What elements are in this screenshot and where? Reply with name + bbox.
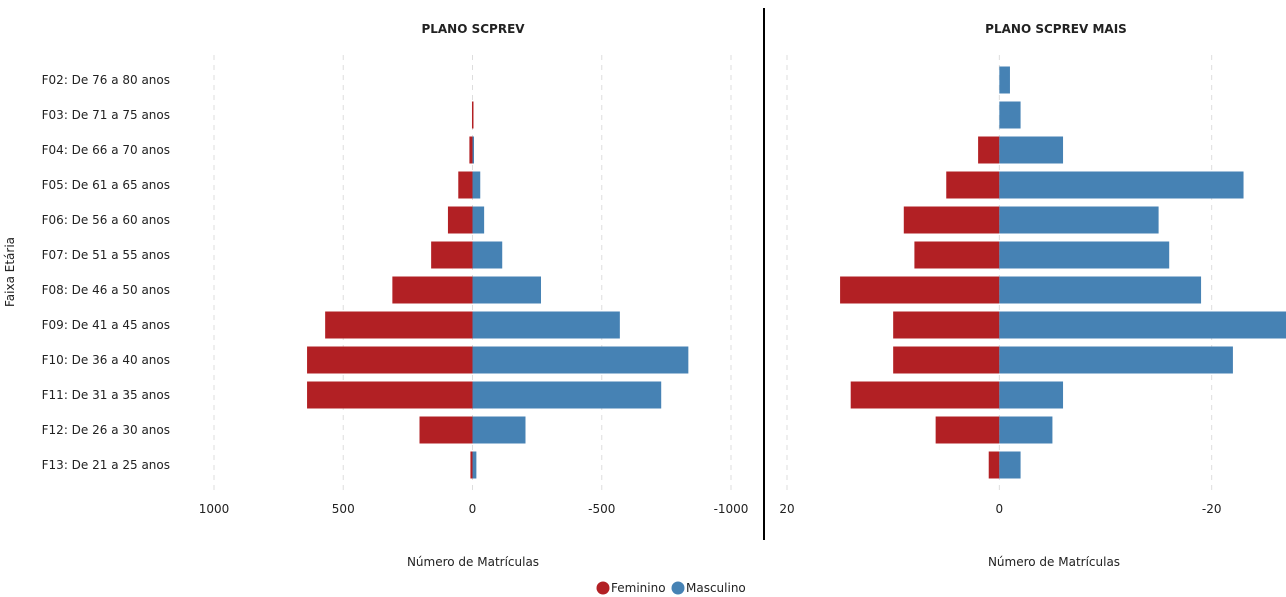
category-label: F07: De 51 a 55 anos — [42, 248, 170, 262]
legend: Feminino Masculino — [597, 581, 746, 595]
x-tick-label: -20 — [1202, 502, 1222, 516]
bar-masculino — [999, 172, 1243, 199]
chart-panels: PLANO SCPREV 1000 500 0 -500 -1000 F02: De 76 … — [42, 22, 1286, 569]
category-label: F08: De 46 a 50 anos — [42, 283, 170, 297]
category-label: F11: De 31 a 35 anos — [42, 388, 170, 402]
bar-masculino — [999, 452, 1020, 479]
bar-masculino — [999, 417, 1052, 444]
y-axis-label: Faixa Etária — [3, 237, 17, 307]
legend-label: Feminino — [611, 581, 666, 595]
bar-masculino — [999, 102, 1020, 129]
panel-title: PLANO SCPREV MAIS — [985, 22, 1127, 36]
panel-0: PLANO SCPREV 1000 500 0 -500 -1000 F02: De 76 … — [42, 22, 749, 569]
bar-feminino — [893, 347, 999, 374]
legend-marker-masculino — [672, 582, 685, 595]
bar-masculino — [999, 67, 1010, 94]
bar-masculino — [473, 382, 662, 409]
category-label: F12: De 26 a 30 anos — [42, 423, 170, 437]
x-axis-label: Número de Matrículas — [407, 555, 539, 569]
bar-feminino — [840, 277, 999, 304]
bar-feminino — [470, 452, 472, 479]
bar-feminino — [851, 382, 1000, 409]
bar-masculino — [999, 277, 1201, 304]
category-label: F06: De 56 a 60 anos — [42, 213, 170, 227]
panel-1: PLANO SCPREV MAIS 20 0 -20 Número de Matrícu… — [779, 22, 1286, 569]
x-tick-label: -500 — [588, 502, 615, 516]
bar-feminino — [448, 207, 473, 234]
bar-feminino — [458, 172, 472, 199]
bar-masculino — [999, 382, 1063, 409]
x-tick-label: -1000 — [714, 502, 749, 516]
bar-masculino — [473, 347, 689, 374]
bar-feminino — [392, 277, 472, 304]
bar-masculino — [999, 207, 1158, 234]
legend-marker-feminino — [597, 582, 610, 595]
x-tick-label: 0 — [996, 502, 1004, 516]
bar-feminino — [431, 242, 472, 269]
bar-feminino — [893, 312, 999, 339]
category-label: F02: De 76 a 80 anos — [42, 73, 170, 87]
bar-masculino — [473, 137, 475, 164]
category-label: F10: De 36 a 40 anos — [42, 353, 170, 367]
bar-feminino — [936, 417, 1000, 444]
bar-masculino — [473, 417, 526, 444]
bar-masculino — [473, 242, 503, 269]
bar-feminino — [978, 137, 999, 164]
x-tick-label: 20 — [779, 502, 794, 516]
category-label: F13: De 21 a 25 anos — [42, 458, 170, 472]
bar-masculino — [473, 207, 485, 234]
x-tick-label: 0 — [469, 502, 477, 516]
bar-masculino — [473, 277, 542, 304]
category-label: F09: De 41 a 45 anos — [42, 318, 170, 332]
bar-masculino — [999, 137, 1063, 164]
x-tick-label: 1000 — [199, 502, 230, 516]
bar-masculino — [473, 312, 620, 339]
bar-masculino — [999, 347, 1233, 374]
category-label: F04: De 66 a 70 anos — [42, 143, 170, 157]
bar-feminino — [469, 137, 472, 164]
panel-title: PLANO SCPREV — [421, 22, 525, 36]
bar-feminino — [420, 417, 473, 444]
bar-feminino — [307, 347, 472, 374]
bar-feminino — [472, 102, 474, 129]
bar-masculino — [999, 312, 1286, 339]
bar-masculino — [473, 172, 481, 199]
bar-masculino — [999, 242, 1169, 269]
bar-feminino — [904, 207, 1000, 234]
category-label: F03: De 71 a 75 anos — [42, 108, 170, 122]
x-axis-label: Número de Matrículas — [988, 555, 1120, 569]
bar-feminino — [989, 452, 1000, 479]
bar-masculino — [473, 452, 477, 479]
bar-feminino — [325, 312, 472, 339]
x-tick-label: 500 — [332, 502, 355, 516]
legend-label: Masculino — [686, 581, 746, 595]
bar-feminino — [946, 172, 999, 199]
bar-feminino — [914, 242, 999, 269]
category-label: F05: De 61 a 65 anos — [42, 178, 170, 192]
bar-feminino — [307, 382, 472, 409]
